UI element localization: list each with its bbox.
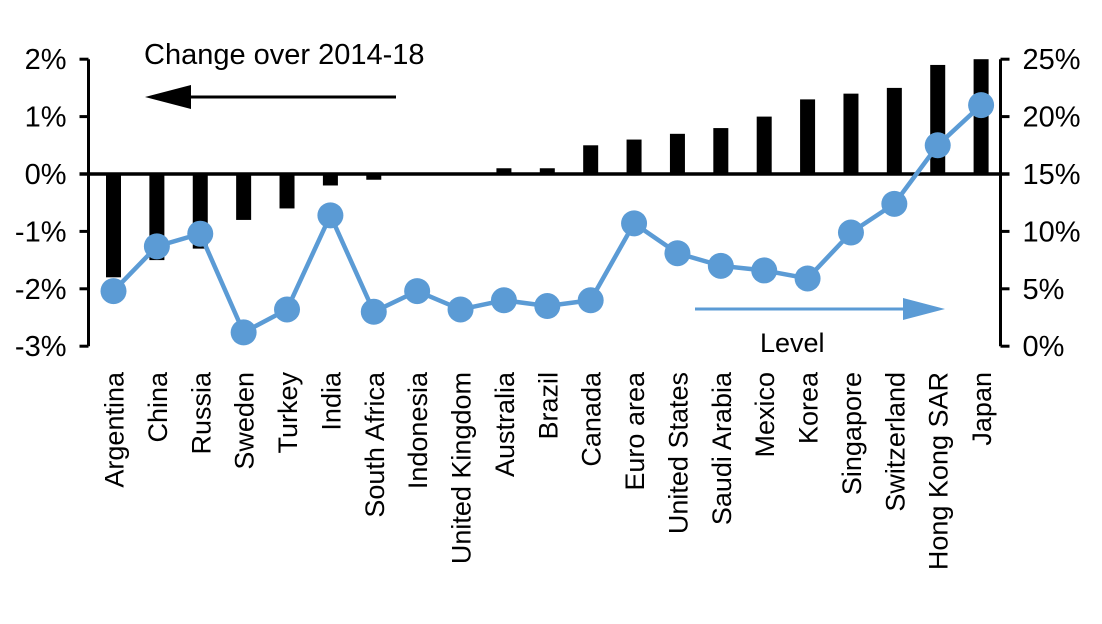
level-marker-mexico xyxy=(751,257,778,284)
level-marker-argentina xyxy=(100,278,127,305)
level-marker-singapore xyxy=(837,219,864,246)
bar-argentina xyxy=(106,174,121,278)
category-label-indonesia: Indonesia xyxy=(403,371,433,489)
category-label-united-kingdom: United Kingdom xyxy=(447,372,477,564)
category-label-china: China xyxy=(143,371,173,443)
category-label-mexico: Mexico xyxy=(750,372,780,458)
level-marker-indonesia xyxy=(404,278,431,305)
left-axis-tick-label: 1% xyxy=(25,102,67,134)
level-marker-united-states xyxy=(664,240,691,267)
category-label-korea: Korea xyxy=(794,371,824,444)
level-marker-canada xyxy=(577,287,604,314)
left-axis-tick-label: -3% xyxy=(15,331,67,363)
bar-korea xyxy=(800,99,816,174)
level-marker-australia xyxy=(490,287,517,314)
category-label-switzerland: Switzerland xyxy=(880,372,910,512)
level-marker-hong-kong-sar xyxy=(924,132,951,159)
category-label-russia: Russia xyxy=(186,371,216,455)
category-label-canada: Canada xyxy=(577,371,607,467)
level-marker-russia xyxy=(187,220,214,247)
right-axis-tick-label: 0% xyxy=(1023,331,1065,363)
change-annotation-label: Change over 2014-18 xyxy=(144,39,425,71)
bar-turkey xyxy=(279,174,295,209)
level-marker-saudi-arabia xyxy=(707,252,734,279)
bar-brazil xyxy=(539,168,555,174)
category-label-saudi-arabia: Saudi Arabia xyxy=(707,371,737,525)
level-marker-china xyxy=(143,233,170,260)
category-label-australia: Australia xyxy=(490,371,520,477)
level-marker-sweden xyxy=(230,319,257,346)
bar-mexico xyxy=(756,116,772,174)
level-marker-brazil xyxy=(534,293,561,320)
right-axis-tick-label: 5% xyxy=(1023,274,1065,306)
category-label-argentina: Argentina xyxy=(100,371,130,488)
bar-united-states xyxy=(669,133,685,174)
level-right-arrow-icon xyxy=(903,298,945,320)
bar-australia xyxy=(496,168,512,174)
right-axis-tick-label: 15% xyxy=(1023,159,1081,191)
level-marker-japan xyxy=(968,92,995,119)
category-label-japan: Japan xyxy=(967,372,997,446)
category-label-turkey: Turkey xyxy=(273,372,303,454)
right-axis-tick-label: 25% xyxy=(1023,44,1081,76)
bar-sweden xyxy=(236,174,252,220)
category-label-south-africa: South Africa xyxy=(360,371,390,518)
right-axis-tick-label: 20% xyxy=(1023,102,1081,134)
level-marker-united-kingdom xyxy=(447,296,474,323)
level-marker-turkey xyxy=(274,296,301,323)
left-axis-tick-label: -2% xyxy=(15,274,67,306)
category-label-singapore: Singapore xyxy=(837,372,867,495)
bar-saudi-arabia xyxy=(713,128,729,174)
bar-south-africa xyxy=(366,174,382,180)
level-marker-euro-area xyxy=(621,210,648,237)
level-annotation-label: Level xyxy=(760,328,825,358)
category-label-hong-kong-sar: Hong Kong SAR xyxy=(924,372,954,570)
right-axis-tick-label: 10% xyxy=(1023,216,1081,248)
left-axis-tick-label: 0% xyxy=(25,159,67,191)
category-label-sweden: Sweden xyxy=(230,372,260,470)
change-left-arrow-icon xyxy=(145,85,191,109)
category-label-united-states: United States xyxy=(663,372,693,534)
left-axis-tick-label: 2% xyxy=(25,44,67,76)
bar-canada xyxy=(583,145,599,174)
category-label-euro-area: Euro area xyxy=(620,371,650,491)
bar-singapore xyxy=(843,93,859,174)
bar-switzerland xyxy=(886,87,902,174)
level-marker-india xyxy=(317,202,344,229)
bar-euro-area xyxy=(626,139,642,174)
left-axis-tick-label: -1% xyxy=(15,216,67,248)
level-marker-korea xyxy=(794,265,821,292)
level-marker-south-africa xyxy=(360,298,387,325)
bar-india xyxy=(322,174,338,186)
category-label-brazil: Brazil xyxy=(533,372,563,440)
category-label-india: India xyxy=(316,371,346,431)
level-marker-switzerland xyxy=(881,190,908,217)
